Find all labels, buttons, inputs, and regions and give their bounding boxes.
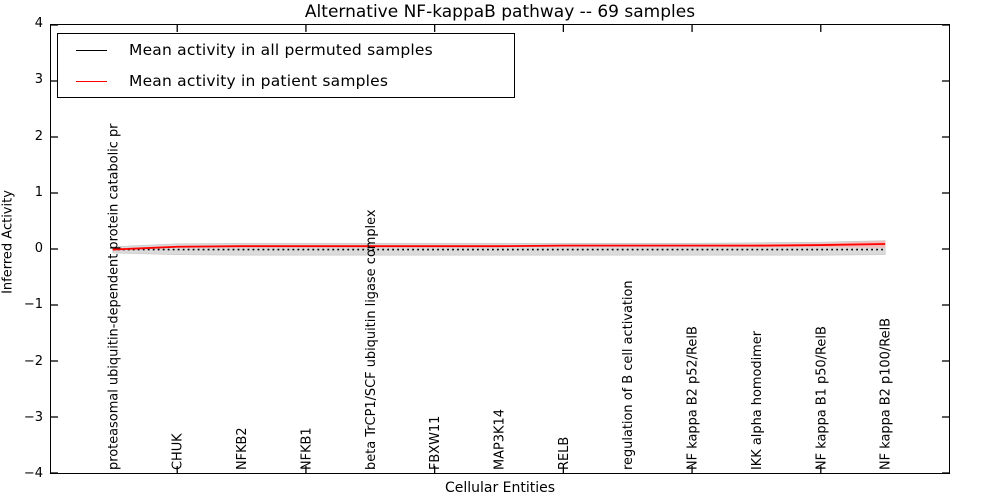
x-tick-label: proteasomal ubiquitin-dependent protein … [106,123,121,470]
y-tick-label: −3 [23,409,43,425]
x-tick-label: regulation of B cell activation [621,280,636,470]
y-tick-label: −2 [23,353,43,369]
legend-entry-patient: Mean activity in patient samples [58,66,514,96]
patient-line-swatch [76,80,107,82]
chart-title: Alternative NF-kappaB pathway -- 69 samp… [304,2,696,22]
x-tick-label: NFKB1 [299,427,314,470]
x-tick-label: NF kappa B2 p52/RelB [686,326,701,470]
patient-mean-line [112,243,886,251]
x-tick-label: NF kappa B2 p100/RelB [879,318,894,470]
plot-area: proteasomal ubiquitin-dependent protein … [50,24,950,474]
chart-canvas: proteasomal ubiquitin-dependent protein … [51,25,949,473]
x-tick-label: FBXW11 [428,416,443,470]
x-tick-label: RELB [557,437,572,470]
x-tick-label: MAP3K14 [492,409,507,470]
x-axis-label: Cellular Entities [444,480,556,496]
x-tick-label: NFKB2 [235,427,250,470]
y-tick-label: −1 [23,297,43,313]
y-tick-label: 2 [34,128,43,144]
y-tick-label: 4 [34,16,43,31]
permuted-confidence-band [112,240,886,256]
y-tick-label: −4 [23,466,43,481]
x-tick-label: NF kappa B1 p50/RelB [814,326,829,470]
x-tick-label: CHUK [171,433,186,470]
legend-entry-permuted: Mean activity in all permuted samples [58,35,514,65]
y-tick-label: 1 [34,184,43,200]
y-tick-label: 0 [34,241,43,256]
y-tick-label: 3 [34,72,43,88]
legend: Mean activity in all permuted samples Me… [57,33,515,98]
x-tick-label: IKK alpha homodimer [750,330,765,470]
legend-label-permuted: Mean activity in all permuted samples [129,41,433,59]
legend-label-patient: Mean activity in patient samples [129,72,389,90]
x-tick-label: beta TrCP1/SCF ubiquitin ligase complex [364,209,379,470]
permuted-line-swatch [76,49,107,51]
